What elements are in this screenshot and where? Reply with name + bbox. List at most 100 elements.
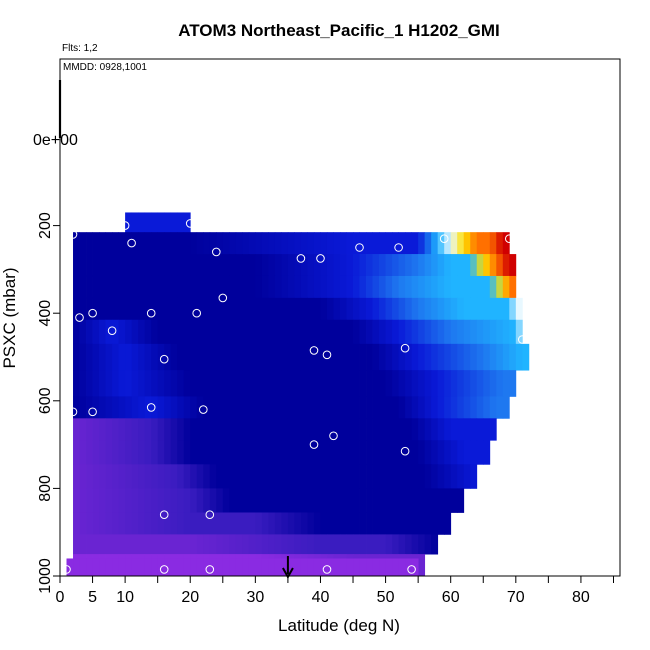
heatmap-cell [372,275,380,299]
heatmap-cell [411,418,419,441]
heatmap-cell [209,232,217,255]
heatmap-cell [229,418,237,441]
heatmap-cell [340,440,347,465]
heatmap-cell [489,396,497,419]
latitude-marker-arrow [282,556,294,580]
heatmap-cell [131,418,139,441]
heatmap-cell [242,488,250,513]
heatmap-cell [118,512,126,535]
heatmap-cell [379,512,386,535]
heatmap-cell [183,319,191,345]
heatmap-cell [235,343,243,371]
heatmap-cell [125,512,133,535]
heatmap-cell [398,418,406,441]
heatmap-cell [502,275,510,299]
heatmap-cell [463,440,471,465]
heatmap-cell [515,319,523,345]
heatmap-cell [320,440,328,465]
heatmap-cell [326,512,334,535]
heatmap-cell [79,370,87,397]
heatmap-cell [125,254,133,277]
heatmap-cell [248,488,256,513]
heatmap-cell [144,396,152,419]
heatmap-cell [86,319,93,345]
heatmap-cell [125,418,133,441]
heatmap-cell [73,297,80,321]
heatmap-cell [457,488,465,513]
heatmap-cell [411,512,419,535]
heatmap-cell [255,534,263,555]
heatmap-cell [203,534,211,555]
heatmap-cell [431,319,439,345]
heatmap-cell [496,370,504,397]
heatmap-cell [177,297,185,321]
heatmap-cell [86,512,93,535]
heatmap-cell [216,254,224,277]
heatmap-cell [346,512,354,535]
heatmap-cell [470,370,478,397]
heatmap-cell [131,370,139,397]
heatmap-cell [216,343,224,371]
heatmap-cell [99,440,106,465]
heatmap-cell [294,297,302,321]
heatmap-cell [313,254,321,277]
heatmap-cell [294,488,302,513]
heatmap-cell [340,254,347,277]
x-tick-label: 80 [572,589,590,606]
heatmap-cell [92,464,100,489]
heatmap-cell [138,534,146,555]
heatmap-cell [346,534,354,555]
heatmap-cell [164,440,172,465]
heatmap-cell [470,440,478,465]
heatmap-cell [372,512,380,535]
heatmap-cell [300,297,308,321]
heatmap-cell [112,512,119,535]
heatmap-cell [307,558,315,577]
heatmap-cell [300,319,308,345]
heatmap-cell [235,275,243,299]
heatmap-cell [131,396,139,419]
heatmap-cell [418,554,426,577]
heatmap-cell [131,440,139,465]
heatmap-cell [431,512,439,535]
heatmap-cell [196,512,204,535]
heatmap-cell [177,232,185,255]
heatmap-cell [476,232,484,255]
heatmap-cell [216,319,224,345]
heatmap-cell [287,512,295,535]
heatmap-cell [73,464,80,489]
heatmap-cell [359,297,367,321]
heatmap-cell [151,343,159,371]
heatmap-cell [450,396,458,419]
heatmap-cell [424,232,432,255]
heatmap-cell [268,396,276,419]
heatmap-cell [463,464,471,489]
heatmap-cell [326,319,334,345]
heatmap-cell [392,297,399,321]
heatmap-cell [222,512,230,535]
observation-point [400,446,410,456]
heatmap-cell [170,343,178,371]
heatmap-cell [359,488,367,513]
heatmap-cell [431,396,439,419]
observation-point [205,510,215,520]
observation-point [400,343,410,353]
heatmap-cell [229,396,237,419]
heatmap-cell [294,512,302,535]
heatmap-cell [268,464,276,489]
heatmap-cell [138,343,146,371]
heatmap-cell [157,297,165,321]
heatmap-cell [86,534,93,555]
heatmap-cell [112,275,119,299]
heatmap-cell [105,297,113,321]
heatmap-cell [424,534,432,555]
heatmap-cell [79,254,87,277]
heatmap-cell [405,254,413,277]
heatmap-cell [489,343,497,371]
heatmap-cell [99,558,106,577]
heatmap-cell [274,534,282,555]
heatmap-cell [261,297,269,321]
heatmap-cell [105,464,113,489]
heatmap-cell [385,343,393,371]
heatmap-cell [209,396,217,419]
